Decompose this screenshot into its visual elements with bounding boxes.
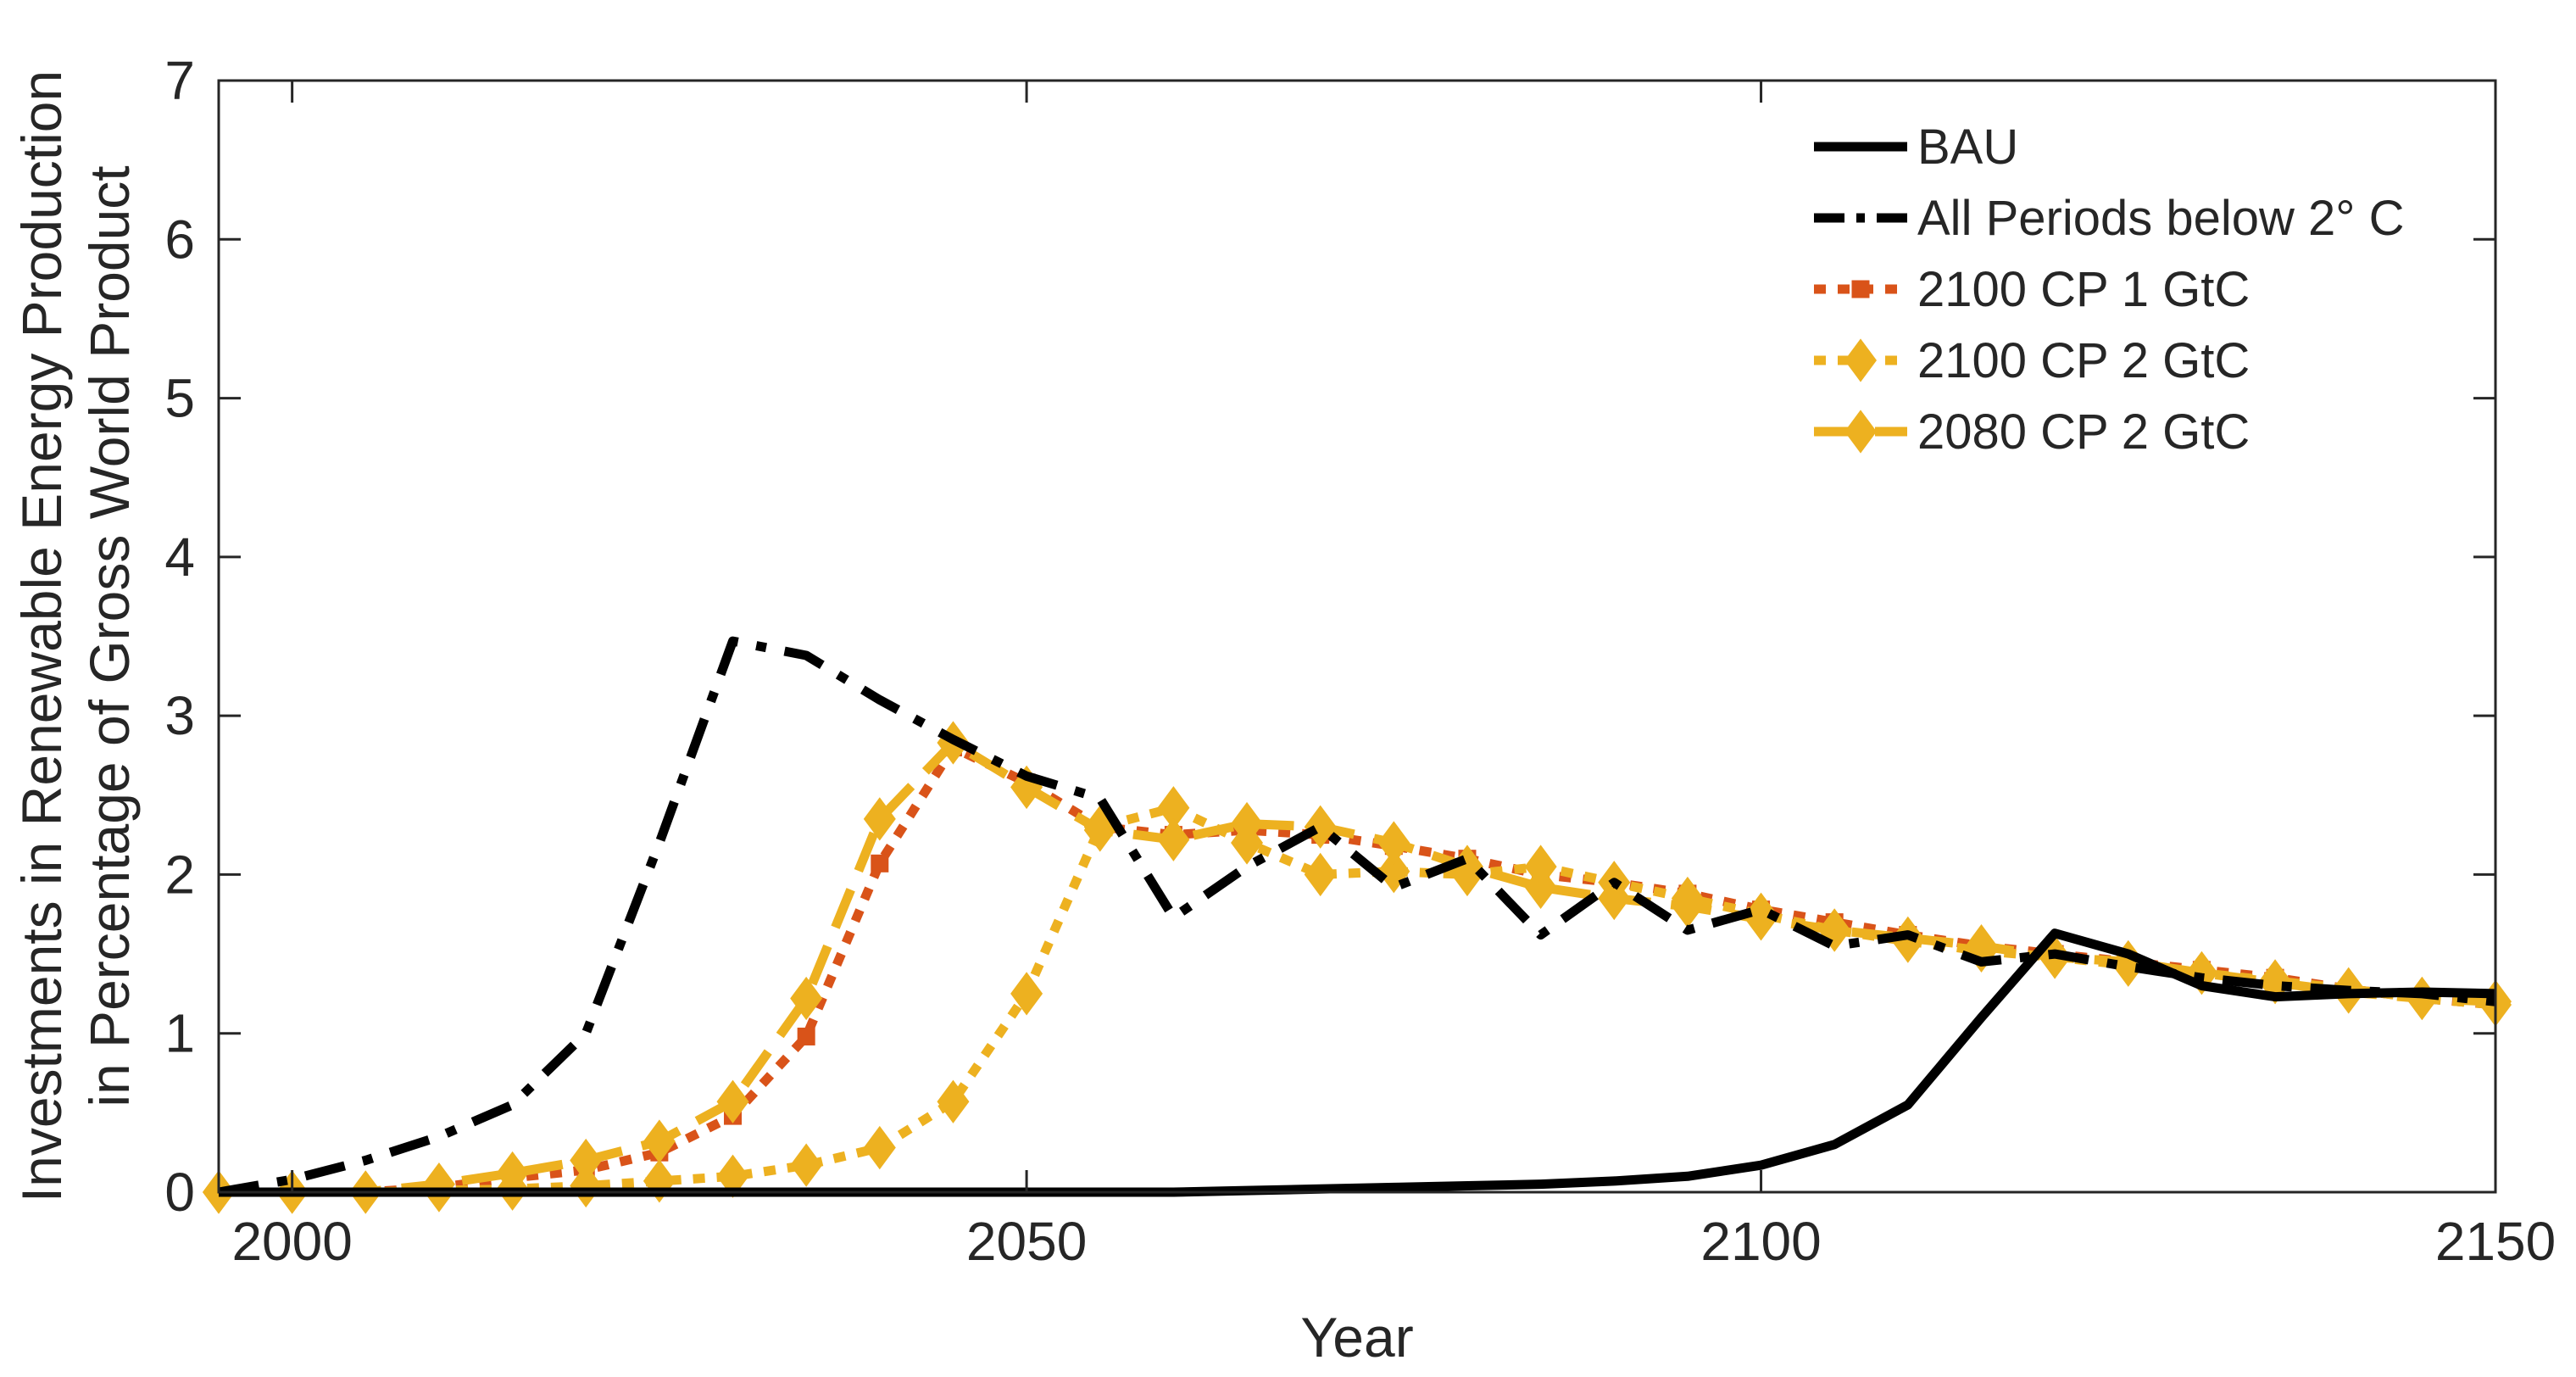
y-axis-label-line: Investments in Renewable Energy Producti…	[10, 70, 73, 1202]
legend-swatch-marker	[1844, 338, 1877, 382]
legend-entry: 2080 CP 2 GtC	[1814, 404, 2250, 460]
data-point	[1965, 924, 1998, 968]
x-tick-label: 2000	[231, 1211, 352, 1272]
legend-label: 2100 CP 2 GtC	[1917, 333, 2250, 388]
legend: BAU All Periods below 2° C 2100 CP 1 GtC 21…	[1814, 120, 2404, 460]
legend-swatch-marker	[1851, 280, 1870, 298]
y-tick-label: 3	[164, 685, 195, 746]
data-point	[1818, 908, 1851, 952]
data-point	[716, 1079, 749, 1123]
data-point	[496, 1151, 529, 1196]
series-line	[219, 803, 2496, 1197]
data-point	[790, 976, 823, 1021]
legend-label: 2080 CP 2 GtC	[1917, 404, 2250, 460]
plot-background	[219, 81, 2495, 1192]
data-point	[1157, 786, 1190, 830]
legend-entry: 2100 CP 1 GtC	[1814, 262, 2250, 317]
x-tick-label: 2150	[2435, 1211, 2556, 1272]
y-tick-label: 1	[164, 1003, 195, 1064]
data-point	[1304, 805, 1337, 849]
data-point	[2185, 951, 2218, 995]
series-line	[219, 743, 2496, 1197]
data-point	[863, 1125, 896, 1170]
x-axis-label: Year	[1300, 1306, 1413, 1369]
data-point	[2406, 976, 2439, 1021]
data-point	[1157, 817, 1190, 861]
data-point	[716, 1154, 749, 1198]
x-tick-label: 2100	[1700, 1211, 1821, 1272]
y-tick-label: 4	[164, 527, 195, 588]
data-point	[2259, 961, 2292, 1005]
data-point	[790, 1143, 823, 1187]
y-axis-label-line: in Percentage of Gross World Product	[78, 165, 141, 1107]
data-point	[1010, 972, 1043, 1016]
data-point	[863, 797, 896, 841]
x-tick-label: 2050	[966, 1211, 1087, 1272]
data-point	[570, 1138, 603, 1183]
legend-label: 2100 CP 1 GtC	[1917, 262, 2250, 317]
data-point	[643, 1159, 676, 1203]
legend-label: All Periods below 2° C	[1917, 191, 2404, 246]
data-point	[643, 1119, 676, 1163]
data-point	[937, 1079, 970, 1123]
y-tick-label: 0	[164, 1162, 195, 1223]
y-tick-label: 5	[164, 368, 195, 429]
y-tick-label: 7	[164, 50, 195, 111]
series-line	[218, 636, 2496, 1197]
data-point	[797, 1027, 815, 1045]
data-point	[1377, 821, 1410, 865]
data-point	[1304, 852, 1337, 897]
data-point	[1744, 897, 1778, 941]
axes-box	[217, 79, 2497, 1194]
plot-area	[219, 81, 2495, 1192]
data-point	[1598, 876, 1631, 921]
axes-layer: 2000 2050 2100 2150 0 1 2 3 4 5 6 7 Year Investments …	[10, 50, 2556, 1369]
legend-swatch-marker	[1844, 410, 1877, 454]
legend-entry: All Periods below 2° C	[1814, 191, 2404, 246]
data-point	[1524, 865, 1557, 910]
data-point	[871, 854, 889, 872]
data-point	[1450, 845, 1483, 889]
legend-entry: BAU	[1814, 120, 2018, 175]
legend-entry: 2100 CP 2 GtC	[1814, 333, 2250, 388]
y-tick-label: 6	[164, 209, 195, 270]
data-point	[1231, 801, 1264, 846]
series-all-periods-below-2-c	[218, 636, 2496, 1197]
y-tick-label: 2	[164, 844, 195, 905]
legend-label: BAU	[1917, 120, 2018, 175]
data-point	[1671, 884, 1704, 928]
